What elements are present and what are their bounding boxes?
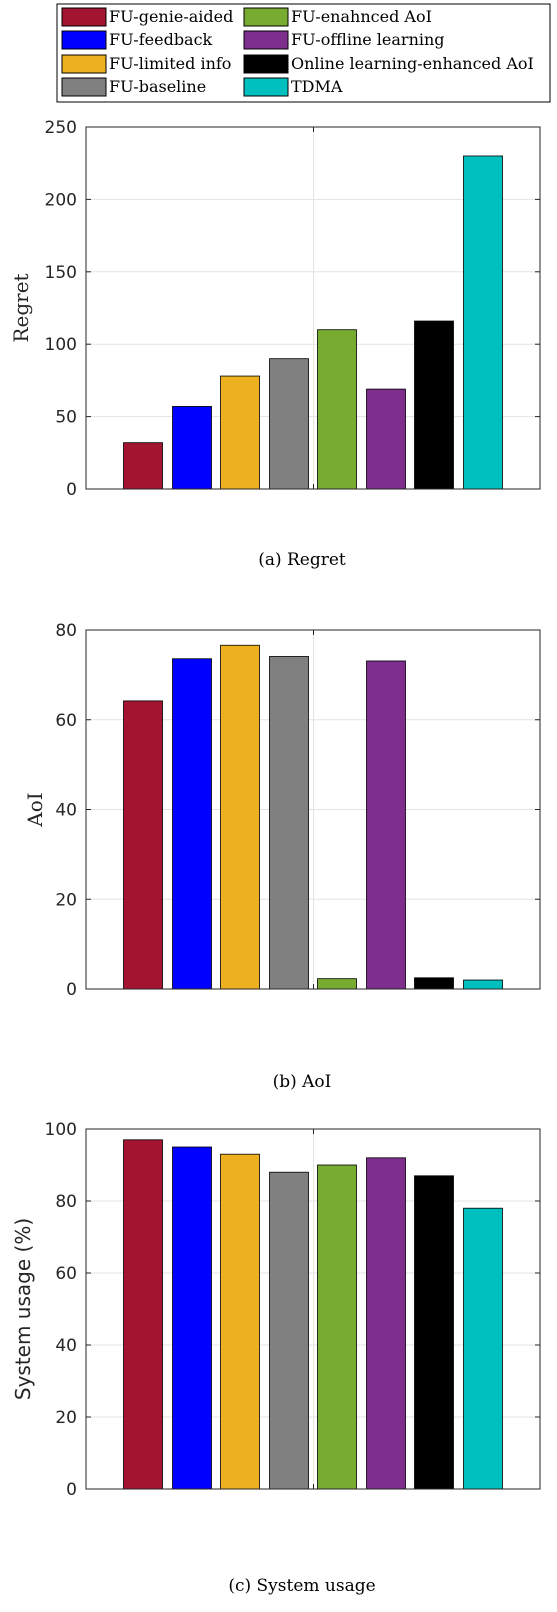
bar — [463, 979, 503, 990]
bar-series — [123, 644, 503, 990]
y-tick-label: 60 — [55, 1264, 77, 1284]
y-tick-label: 100 — [45, 335, 77, 355]
y-tick-labels: 0 50 100 150 200 250 — [45, 118, 540, 500]
bar — [414, 1175, 454, 1490]
bar — [463, 155, 503, 490]
y-tick-label: 100 — [45, 1120, 77, 1140]
bar — [414, 320, 454, 490]
bar — [317, 329, 357, 490]
y-tick-label: 0 — [66, 980, 77, 1000]
bar — [269, 656, 309, 990]
chart-panel-system-usage: 0 20 40 60 80 100 System usage (%) (c) System… — [11, 1120, 541, 1596]
legend-swatch — [243, 54, 289, 74]
bar — [317, 978, 357, 990]
legend-label: Online learning-enhanced AoI — [291, 54, 534, 73]
chart-caption: (a) Regret — [258, 550, 346, 570]
legend: FU-genie-aided FU-feedback FU-limited info… — [56, 3, 551, 103]
bar-series — [123, 1139, 503, 1490]
bar — [172, 658, 212, 990]
chart-caption: (c) System usage — [228, 1576, 375, 1596]
legend-label: FU-baseline — [109, 77, 206, 96]
legend-swatch — [243, 77, 289, 97]
legend-label: FU-genie-aided — [109, 7, 233, 26]
chart-caption: (b) AoI — [273, 1072, 332, 1092]
legend-label: FU-limited info — [109, 54, 231, 73]
legend-label: TDMA — [291, 77, 343, 96]
bar — [172, 1146, 212, 1490]
y-tick-label: 250 — [45, 118, 77, 138]
y-axis-label: AoI — [23, 792, 47, 827]
bar — [317, 1164, 357, 1490]
axes-box — [85, 1128, 541, 1490]
y-tick-label: 60 — [55, 711, 77, 731]
legend-swatch — [61, 77, 107, 97]
bar — [220, 375, 260, 490]
y-axis-label: System usage (%) — [11, 1218, 35, 1400]
legend-label: FU-feedback — [109, 30, 213, 49]
y-tick-label: 20 — [55, 1408, 77, 1428]
bar — [366, 1157, 406, 1490]
legend-swatch — [243, 30, 289, 50]
legend-frame — [56, 3, 551, 103]
bar — [366, 388, 406, 490]
bar — [414, 977, 454, 990]
bar — [123, 1139, 163, 1490]
bar — [269, 1171, 309, 1490]
legend-swatch — [61, 54, 107, 74]
y-tick-label: 20 — [55, 890, 77, 910]
legend-label: FU-offline learning — [291, 30, 445, 49]
y-tick-label: 40 — [55, 801, 77, 821]
bar — [172, 406, 212, 490]
bar-series — [123, 155, 503, 490]
bar — [123, 442, 163, 490]
y-axis-label: Regret — [9, 273, 33, 342]
legend-items: FU-genie-aided FU-feedback FU-limited info… — [61, 7, 534, 97]
legend-swatch — [61, 7, 107, 27]
y-tick-label: 150 — [45, 263, 77, 283]
bar — [366, 660, 406, 990]
bar — [463, 1207, 503, 1490]
bar — [220, 644, 260, 990]
axes-box — [85, 126, 541, 490]
bar — [269, 358, 309, 490]
bar — [220, 1153, 260, 1490]
y-tick-label: 0 — [66, 1480, 77, 1500]
legend-label: FU-enahnced AoI — [291, 7, 432, 26]
y-tick-label: 200 — [45, 190, 77, 210]
bar — [123, 700, 163, 990]
y-tick-label: 80 — [55, 1192, 77, 1212]
y-tick-label: 80 — [55, 621, 77, 641]
legend-swatch — [61, 30, 107, 50]
axes-box — [85, 629, 541, 990]
legend-swatch — [243, 7, 289, 27]
y-tick-label: 40 — [55, 1336, 77, 1356]
chart-panel-aoi: 0 20 40 60 80 AoI (b) AoI — [23, 621, 541, 1092]
chart-panel-regret: 0 50 100 150 200 250 Regret (a) Regret — [9, 118, 541, 570]
y-tick-label: 0 — [66, 480, 77, 500]
y-tick-label: 50 — [55, 408, 77, 428]
